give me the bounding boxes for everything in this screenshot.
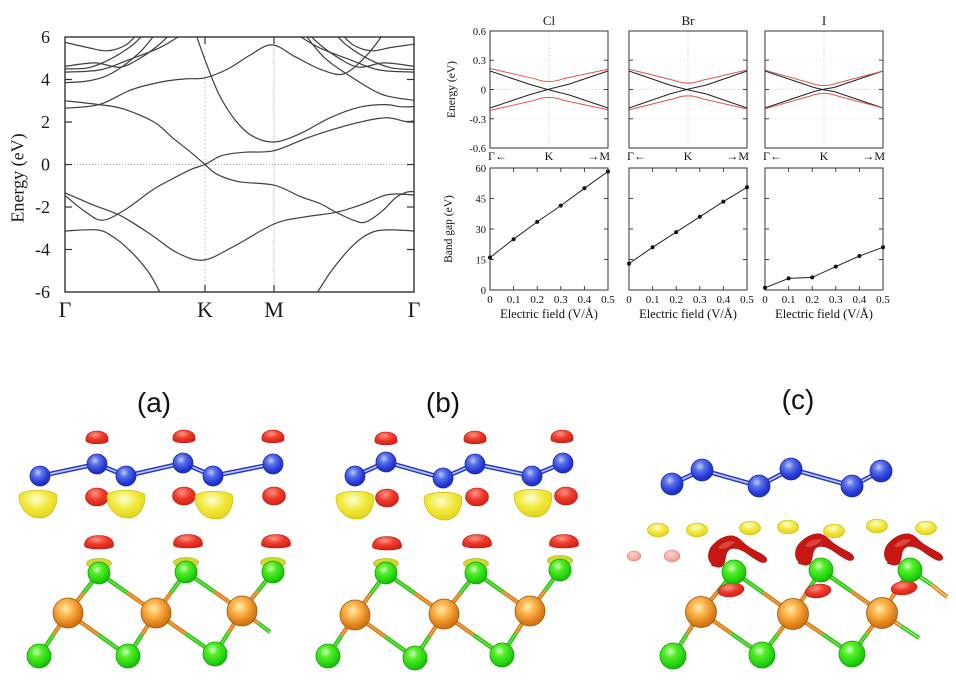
svg-text:0.2: 0.2 (805, 294, 819, 306)
svg-text:K: K (197, 297, 213, 322)
svg-text:I: I (822, 13, 826, 28)
svg-text:(c): (c) (782, 384, 815, 415)
svg-text:Energy (eV): Energy (eV) (8, 133, 29, 222)
svg-text:Γ: Γ (408, 297, 421, 322)
svg-text:0.5: 0.5 (740, 294, 754, 306)
svg-text:60: 60 (476, 164, 487, 175)
svg-text:0.3: 0.3 (473, 56, 486, 67)
svg-text:Γ←: Γ← (627, 149, 646, 163)
svg-text:0.1: 0.1 (507, 294, 521, 306)
svg-text:0.4: 0.4 (717, 294, 731, 306)
svg-text:→M: →M (862, 149, 885, 163)
svg-text:30: 30 (476, 225, 487, 236)
svg-text:Br: Br (682, 13, 696, 28)
svg-text:0: 0 (762, 294, 768, 306)
svg-text:0.3: 0.3 (554, 294, 568, 306)
svg-text:0.5: 0.5 (876, 294, 890, 306)
svg-text:→M: →M (726, 149, 749, 163)
svg-text:0.5: 0.5 (601, 294, 615, 306)
svg-text:4: 4 (41, 70, 50, 90)
svg-text:0: 0 (41, 155, 50, 175)
svg-text:Γ←: Γ← (488, 149, 507, 163)
svg-text:0: 0 (481, 86, 486, 97)
svg-text:Cl: Cl (543, 13, 556, 28)
svg-text:0.2: 0.2 (669, 294, 683, 306)
svg-text:(b): (b) (426, 387, 460, 418)
svg-text:M: M (264, 297, 284, 322)
svg-text:Band gap (eV): Band gap (eV) (443, 195, 455, 263)
svg-text:K: K (684, 149, 693, 163)
svg-text:Γ: Γ (59, 297, 72, 322)
svg-text:K: K (820, 149, 829, 163)
svg-text:2: 2 (41, 112, 50, 132)
svg-text:Electric field (V/Å): Electric field (V/Å) (775, 307, 873, 321)
svg-text:0.1: 0.1 (782, 294, 796, 306)
svg-text:Electric field (V/Å): Electric field (V/Å) (500, 307, 598, 321)
svg-text:6: 6 (41, 27, 50, 47)
svg-text:K: K (545, 149, 554, 163)
svg-text:-4: -4 (35, 240, 50, 260)
svg-text:0.1: 0.1 (646, 294, 660, 306)
svg-text:0.6: 0.6 (473, 27, 486, 38)
svg-text:-2: -2 (35, 197, 50, 217)
svg-text:Electric field (V/Å): Electric field (V/Å) (639, 307, 737, 321)
svg-text:0.2: 0.2 (530, 294, 544, 306)
svg-text:45: 45 (476, 195, 487, 206)
svg-text:0: 0 (481, 286, 486, 297)
svg-text:0.3: 0.3 (829, 294, 843, 306)
svg-text:Γ←: Γ← (763, 149, 782, 163)
svg-text:-0.3: -0.3 (469, 115, 486, 126)
svg-text:0.4: 0.4 (853, 294, 867, 306)
svg-text:15: 15 (476, 256, 487, 267)
svg-text:Energy (eV): Energy (eV) (446, 61, 458, 118)
svg-text:0.3: 0.3 (693, 294, 707, 306)
svg-text:-6: -6 (35, 282, 50, 302)
svg-text:-0.6: -0.6 (469, 144, 486, 155)
svg-text:0: 0 (626, 294, 632, 306)
svg-text:0.4: 0.4 (578, 294, 592, 306)
svg-text:0: 0 (487, 294, 493, 306)
svg-text:→M: →M (587, 149, 610, 163)
svg-text:(a): (a) (137, 387, 171, 418)
